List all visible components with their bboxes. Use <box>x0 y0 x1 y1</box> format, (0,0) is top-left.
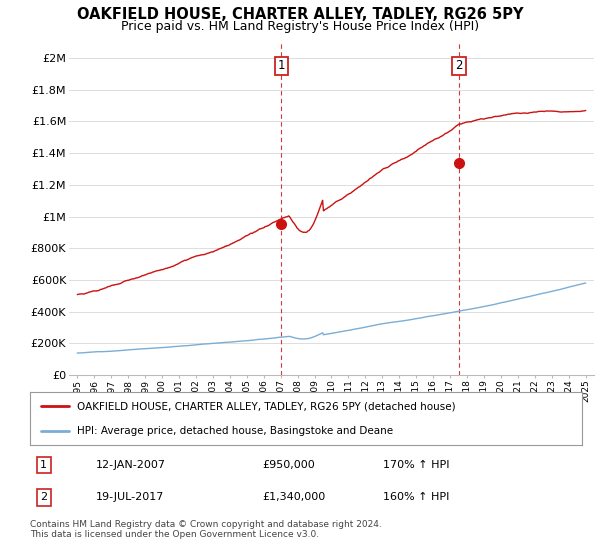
Text: HPI: Average price, detached house, Basingstoke and Deane: HPI: Average price, detached house, Basi… <box>77 426 393 436</box>
Text: OAKFIELD HOUSE, CHARTER ALLEY, TADLEY, RG26 5PY (detached house): OAKFIELD HOUSE, CHARTER ALLEY, TADLEY, R… <box>77 402 455 412</box>
Text: 12-JAN-2007: 12-JAN-2007 <box>96 460 166 470</box>
Text: 2: 2 <box>455 59 463 72</box>
Text: 2: 2 <box>40 492 47 502</box>
Text: 160% ↑ HPI: 160% ↑ HPI <box>383 492 449 502</box>
Text: £950,000: £950,000 <box>262 460 314 470</box>
Text: 170% ↑ HPI: 170% ↑ HPI <box>383 460 450 470</box>
Text: Price paid vs. HM Land Registry's House Price Index (HPI): Price paid vs. HM Land Registry's House … <box>121 20 479 33</box>
Text: £1,340,000: £1,340,000 <box>262 492 325 502</box>
Text: 1: 1 <box>278 59 285 72</box>
Text: 19-JUL-2017: 19-JUL-2017 <box>96 492 164 502</box>
Text: OAKFIELD HOUSE, CHARTER ALLEY, TADLEY, RG26 5PY: OAKFIELD HOUSE, CHARTER ALLEY, TADLEY, R… <box>77 7 523 22</box>
Text: Contains HM Land Registry data © Crown copyright and database right 2024.
This d: Contains HM Land Registry data © Crown c… <box>30 520 382 539</box>
Text: 1: 1 <box>40 460 47 470</box>
